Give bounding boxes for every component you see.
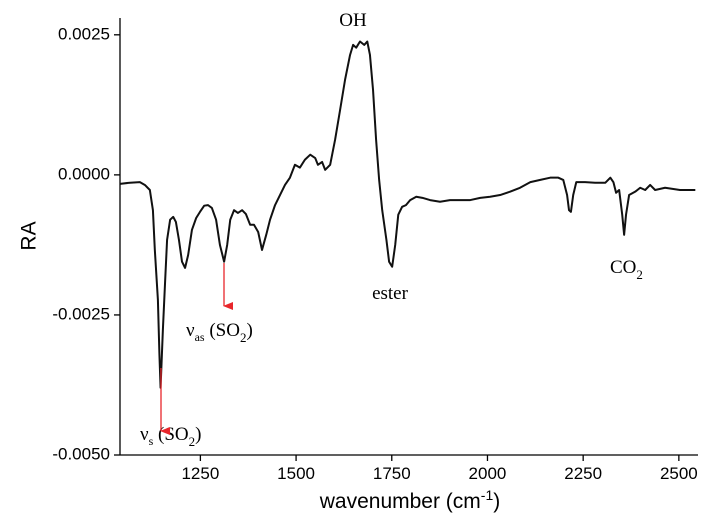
y-tick-label: 0.0000 bbox=[58, 164, 110, 183]
annotation-sub: 2 bbox=[189, 434, 196, 449]
annotation-text: CO bbox=[610, 257, 636, 278]
y-tick-label: -0.0050 bbox=[52, 444, 110, 463]
axes: -0.0050 -0.0025 0.0000 0.0025 1250 1500 1750 20… bbox=[52, 18, 698, 483]
annotation-sub: 2 bbox=[636, 267, 643, 282]
y-tick-label: -0.0025 bbox=[52, 304, 110, 323]
x-axis-label-text: wavenumber (cm bbox=[319, 490, 481, 513]
x-tick-label: 1500 bbox=[277, 464, 315, 483]
annotation-sub: as bbox=[195, 330, 205, 344]
annotation-text: ) bbox=[246, 320, 252, 341]
annotation-sub: s bbox=[149, 434, 154, 448]
annotation-text: (SO bbox=[205, 320, 240, 341]
x-tick-label: 2250 bbox=[564, 464, 602, 483]
x-axis-label-tail: ) bbox=[493, 490, 500, 513]
annotation: OH bbox=[339, 10, 367, 31]
annotation-text: (SO bbox=[153, 424, 188, 445]
y-tick-label: 0.0025 bbox=[58, 24, 110, 43]
x-axis-label: wavenumber (cm-1) bbox=[319, 487, 501, 513]
annotation-text: ν bbox=[186, 320, 195, 341]
annotation: CO2 bbox=[610, 257, 643, 282]
annotation: ester bbox=[372, 283, 409, 304]
annotation-sub: 2 bbox=[240, 330, 247, 345]
annotation-text: ) bbox=[195, 424, 201, 445]
x-tick-label: 1250 bbox=[181, 464, 219, 483]
x-axis-label-sup: -1 bbox=[481, 487, 494, 503]
x-tick-label: 2500 bbox=[660, 464, 698, 483]
annotation: νs (SO2) bbox=[140, 424, 201, 449]
x-tick-label: 1750 bbox=[373, 464, 411, 483]
annotation: νas (SO2) bbox=[186, 320, 253, 345]
spectrum-line bbox=[119, 40, 696, 389]
annotation-text: ν bbox=[140, 424, 149, 445]
x-tick-label: 2000 bbox=[469, 464, 507, 483]
y-axis-label: RA bbox=[18, 221, 41, 250]
